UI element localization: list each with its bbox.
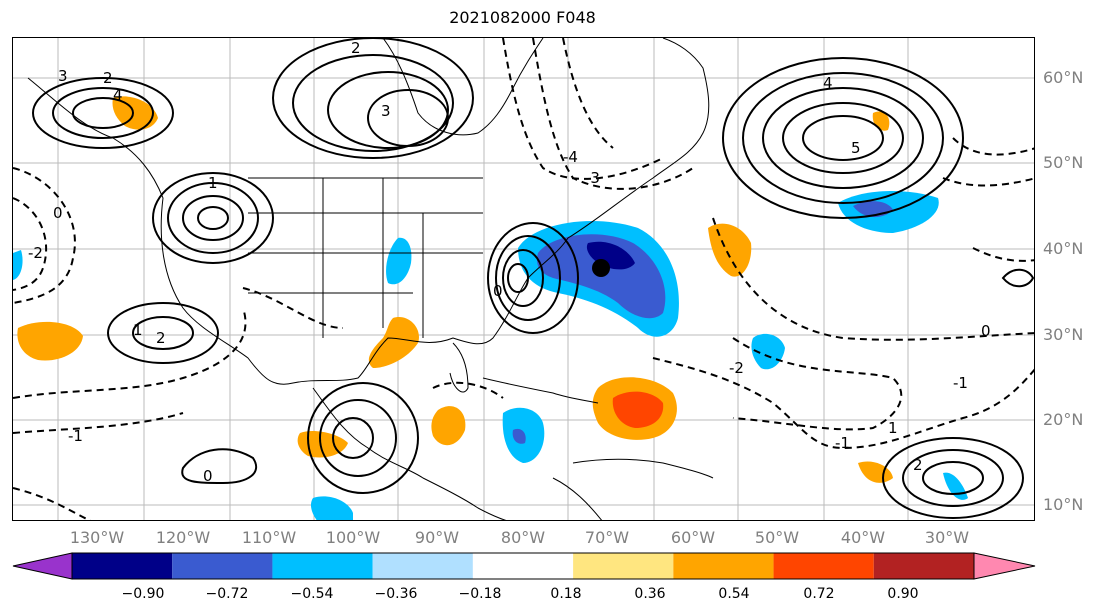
contour-label: 0: [493, 282, 503, 300]
coastlines: [27, 38, 714, 520]
contour-label: 2: [156, 329, 166, 347]
lon-label: 70°W: [584, 528, 630, 547]
contour-label: 5: [851, 139, 861, 157]
lon-label: 40°W: [840, 528, 886, 547]
lat-label: 20°N: [1043, 410, 1084, 429]
contour-label: 2: [913, 456, 923, 474]
colorbar-cell: [873, 553, 974, 579]
colorbar-cell: [673, 553, 774, 579]
storm-center-marker: [592, 259, 610, 277]
contour-label: 3: [381, 102, 391, 120]
colorbar-tick: 0.54: [718, 586, 750, 602]
colorbar-tick: −0.90: [121, 586, 165, 602]
contour-label: -1: [68, 427, 83, 445]
colorbar-cell: [272, 553, 373, 579]
map-panel: 3 2 4 1 0 -2 -4 -3 2 5 4 3 -1 -2 1 2 0 -…: [12, 37, 1035, 521]
colorbar-frame: [71, 552, 975, 580]
lon-label: 130°W: [69, 528, 125, 547]
lon-label: 80°W: [500, 528, 546, 547]
contour-label: 2: [103, 69, 113, 87]
shaded-anomalies: [13, 96, 968, 520]
colorbar-tick: −0.72: [205, 586, 249, 602]
contour-label: 1: [888, 419, 898, 437]
plot-title: 2021082000 F048: [449, 8, 596, 27]
contour-label: -2: [729, 359, 744, 377]
contour-label: 1: [208, 174, 218, 192]
solid-contours: [32, 38, 1034, 519]
contour-label: 0: [203, 467, 213, 485]
colorbar-tick: 0.18: [550, 586, 582, 602]
contour-label: -2: [28, 244, 43, 262]
colorbar-extend-low: [12, 552, 73, 580]
colorbar-cell: [773, 553, 874, 579]
contour-label: -3: [585, 169, 600, 187]
contour-label: -4: [563, 148, 578, 166]
colorbar-cell: [472, 553, 574, 579]
lon-label: 30°W: [924, 528, 970, 547]
contour-label: 1: [133, 321, 143, 339]
lon-label: 60°W: [670, 528, 716, 547]
colorbar-tick: −0.36: [374, 586, 418, 602]
lat-label: 50°N: [1043, 153, 1084, 172]
dashed-contours: [13, 38, 1034, 520]
colorbar-tick: 0.90: [887, 586, 919, 602]
lat-label: 30°N: [1043, 325, 1084, 344]
lon-label: 50°W: [754, 528, 800, 547]
contour-label: 4: [823, 74, 833, 92]
colorbar-tick: −0.18: [458, 586, 502, 602]
contour-label: 4: [113, 86, 123, 104]
contour-label: -1: [953, 374, 968, 392]
colorbar-cell: [172, 553, 273, 579]
colorbar-tick: 0.36: [634, 586, 666, 602]
colorbar-cell: [372, 553, 473, 579]
contour-label: -1: [835, 434, 850, 452]
colorbar-cell: [72, 553, 173, 579]
lon-label: 110°W: [241, 528, 297, 547]
colorbar: [12, 552, 1036, 580]
lat-label: 60°N: [1043, 68, 1084, 87]
lon-label: 120°W: [155, 528, 211, 547]
lon-label: 100°W: [325, 528, 381, 547]
lon-label: 90°W: [414, 528, 460, 547]
colorbar-tick: 0.72: [803, 586, 835, 602]
contour-label: 0: [981, 322, 991, 340]
map-svg: 3 2 4 1 0 -2 -4 -3 2 5 4 3 -1 -2 1 2 0 -…: [13, 38, 1034, 520]
contour-label: 3: [58, 67, 68, 85]
lat-label: 10°N: [1043, 495, 1084, 514]
contour-label: 0: [53, 204, 63, 222]
contour-labels: 3 2 4 1 0 -2 -4 -3 2 5 4 3 -1 -2 1 2 0 -…: [28, 39, 991, 485]
contour-label: 2: [351, 39, 361, 57]
colorbar-tick: −0.54: [290, 586, 334, 602]
colorbar-extend-high: [973, 552, 1036, 580]
lat-label: 40°N: [1043, 239, 1084, 258]
colorbar-cell: [573, 553, 674, 579]
